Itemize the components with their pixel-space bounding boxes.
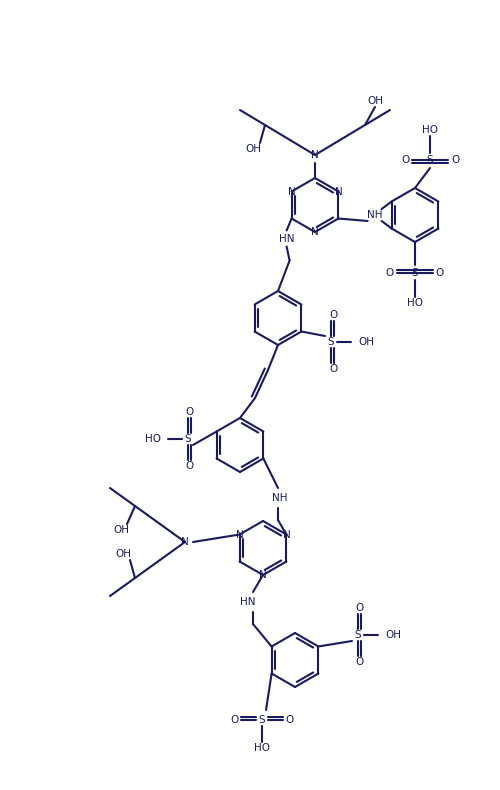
Text: S: S [328, 337, 334, 347]
Text: O: O [451, 155, 459, 165]
Text: S: S [258, 715, 266, 725]
Text: O: O [185, 461, 193, 471]
Text: S: S [354, 630, 362, 640]
Text: O: O [386, 268, 394, 278]
Text: N: N [181, 537, 189, 547]
Text: S: S [184, 434, 192, 444]
Text: O: O [401, 155, 409, 165]
Text: HO: HO [422, 125, 438, 135]
Text: HN: HN [279, 234, 294, 243]
Text: HN: HN [240, 597, 256, 607]
Text: OH: OH [358, 337, 374, 347]
Text: N: N [236, 529, 244, 540]
Text: HO: HO [145, 434, 161, 444]
Text: HO: HO [254, 743, 270, 753]
Text: N: N [288, 186, 296, 197]
Text: NH: NH [367, 210, 382, 220]
Text: OH: OH [113, 525, 129, 535]
Text: OH: OH [115, 549, 131, 559]
Text: S: S [426, 155, 434, 165]
Text: O: O [329, 364, 337, 374]
Text: N: N [311, 150, 319, 160]
Text: O: O [436, 268, 444, 278]
Text: N: N [311, 227, 319, 237]
Text: O: O [356, 657, 364, 667]
Text: HO: HO [407, 298, 423, 308]
Text: NH: NH [272, 493, 288, 503]
Text: N: N [334, 186, 342, 197]
Text: N: N [259, 570, 267, 580]
Text: S: S [412, 268, 418, 278]
Text: O: O [329, 310, 337, 320]
Text: O: O [185, 407, 193, 417]
Text: OH: OH [367, 96, 383, 106]
Text: OH: OH [385, 630, 401, 640]
Text: N: N [282, 529, 290, 540]
Text: O: O [286, 715, 294, 725]
Text: O: O [356, 603, 364, 613]
Text: OH: OH [245, 144, 261, 154]
Text: O: O [230, 715, 238, 725]
